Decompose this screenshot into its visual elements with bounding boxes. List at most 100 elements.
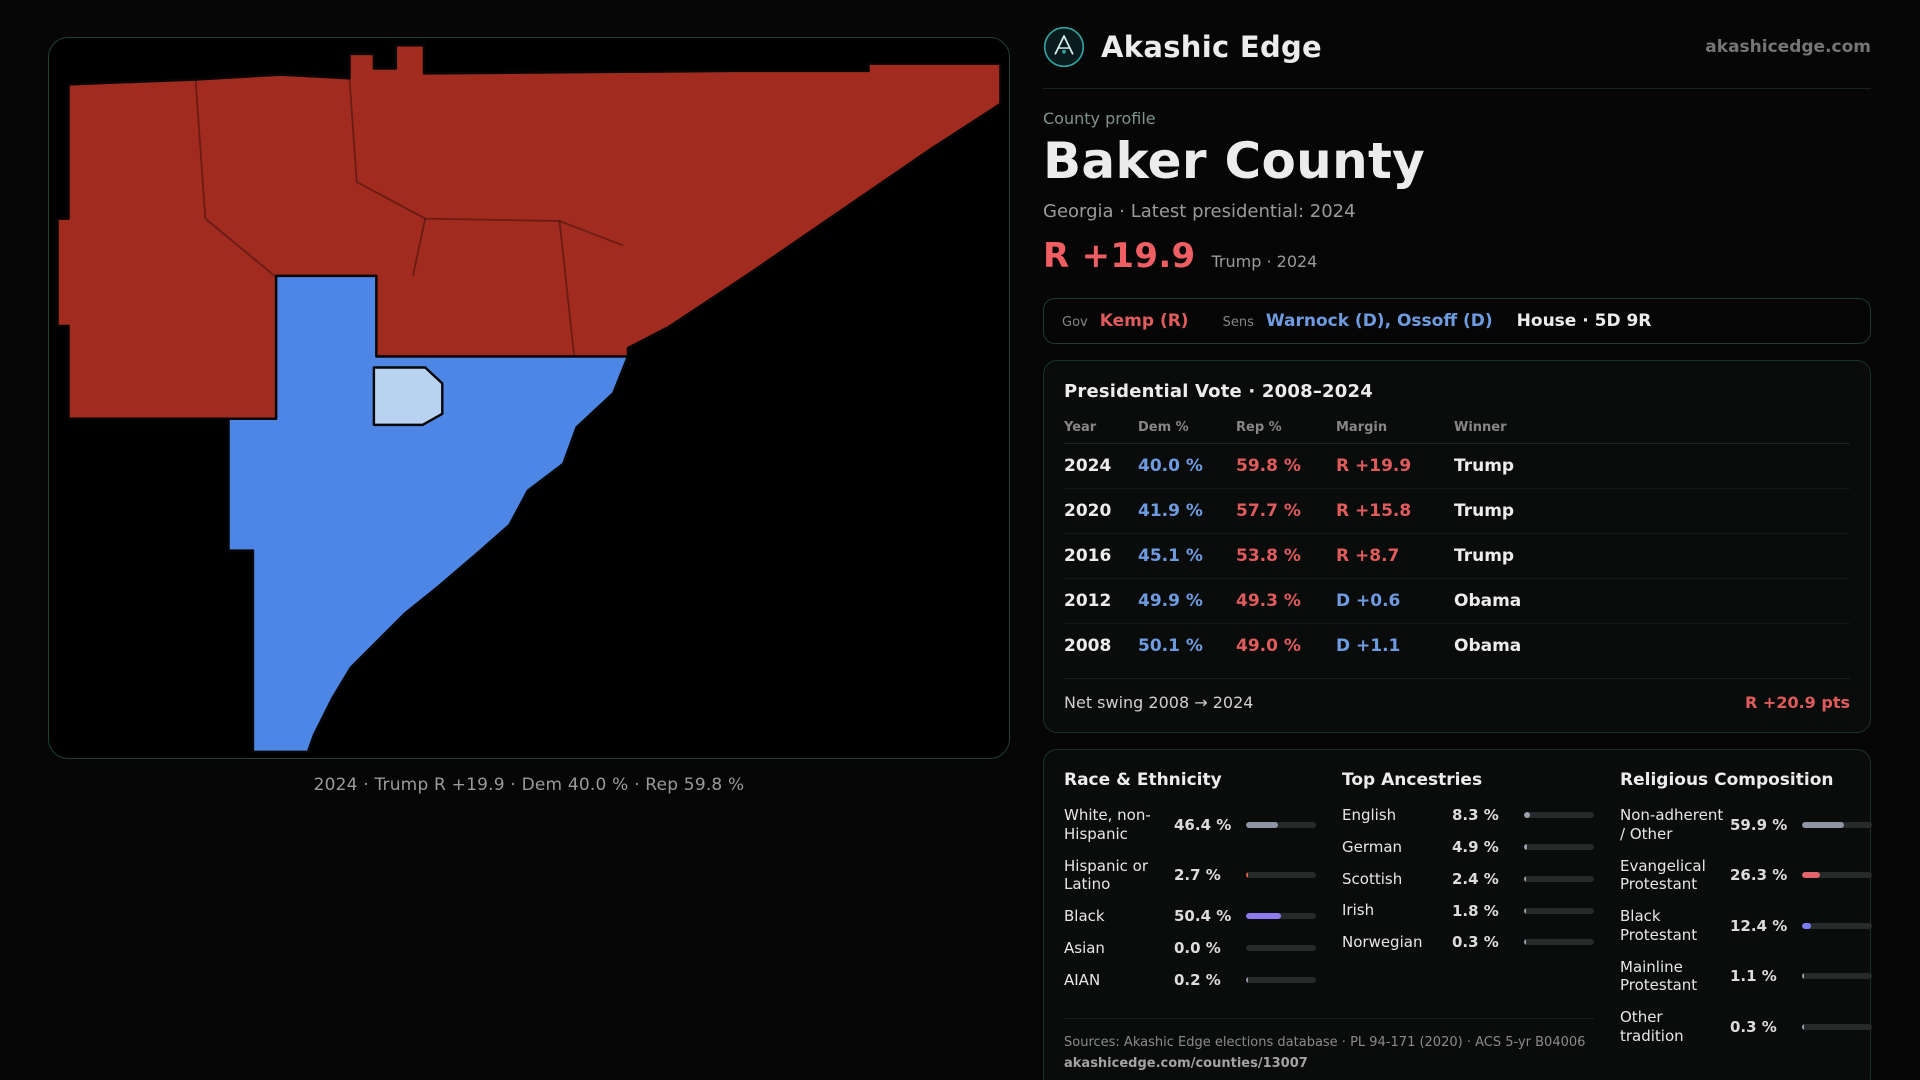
col-rep: Rep % [1236,420,1282,435]
demo-bar-fill [1524,907,1526,914]
demo-row: AIAN 0.2 % [1064,971,1316,990]
winner-cell: Trump [1454,456,1515,476]
site-domain: akashicedge.com [1705,37,1871,57]
demo-row: Evangelical Protestant 26.3 % [1620,857,1872,895]
county-title: Baker County [1043,132,1426,190]
demo-label: White, non-Hispanic [1064,806,1151,843]
demo-value: 59.9 % [1730,815,1788,834]
dem-cell: 45.1 % [1138,546,1203,566]
col-year: Year [1064,420,1097,435]
demo-value: 2.4 % [1452,869,1499,888]
demo-row: Mainline Protestant 1.1 % [1620,958,1872,996]
year-cell: 2024 [1064,456,1112,476]
demo-bar-track [1524,844,1594,851]
rep-cell: 53.8 % [1236,546,1301,566]
demo-label: AIAN [1064,970,1101,989]
religion-section: Religious Composition Non-adherent / Oth… [1620,770,1872,1071]
demo-label: Non-adherent / Other [1620,806,1724,843]
map-caption: 2024 · Trump R +19.9 · Dem 40.0 % · Rep … [313,775,745,795]
demo-row: Other tradition 0.3 % [1620,1008,1872,1046]
demo-row: English 8.3 % [1342,806,1594,825]
demo-row: Norwegian 0.3 % [1342,933,1594,952]
demo-bar-track [1802,1023,1872,1030]
officials-bar: Gov Kemp (R) Sens Warnock (D), Ossoff (D… [1043,298,1871,344]
demo-bar-fill [1802,872,1821,879]
demo-bar-fill [1246,976,1248,983]
county-map [56,44,1002,754]
demo-bar-fill [1524,844,1528,851]
table-row: 2016 45.1 % 53.8 % R +8.7 Trump [1064,534,1850,579]
demo-row: Asian 0.0 % [1064,939,1316,958]
sources-line: Sources: Akashic Edge elections database… [1064,1035,1586,1051]
demo-bar-fill [1802,1023,1804,1030]
religion-title: Religious Composition [1620,770,1834,790]
year-cell: 2016 [1064,546,1112,566]
demo-row: Hispanic or Latino 2.7 % [1064,857,1316,895]
demo-bar-track [1246,872,1316,879]
col-winner: Winner [1454,420,1507,435]
demo-value: 0.2 % [1174,970,1221,989]
net-swing-label: Net swing 2008 → 2024 [1064,693,1254,712]
dem-cell: 41.9 % [1138,501,1203,521]
ancestries-title: Top Ancestries [1342,770,1483,790]
winner-cell: Trump [1454,546,1515,566]
brand-name[interactable]: Akashic Edge [1101,30,1323,64]
rep-cell: 49.0 % [1236,636,1301,656]
precinct-republican [56,44,1002,420]
demo-label: Other tradition [1620,1008,1684,1045]
headline-note: Trump · 2024 [1211,252,1318,271]
race-title: Race & Ethnicity [1064,770,1222,790]
headline-margin: R +19.9 [1043,236,1196,276]
rep-cell: 49.3 % [1236,591,1301,611]
demo-label: Black Protestant [1620,907,1698,944]
demo-bar-fill [1802,973,1804,980]
akashic-logo-icon[interactable] [1043,26,1085,68]
demo-label: German [1342,837,1403,856]
table-row: 2012 49.9 % 49.3 % D +0.6 Obama [1064,579,1850,624]
gov-label: Gov [1062,315,1088,330]
demo-label: Scottish [1342,869,1403,888]
margin-cell: D +0.6 [1336,591,1401,611]
margin-cell: D +1.1 [1336,636,1401,656]
dem-cell: 49.9 % [1138,591,1203,611]
map-section: 2024 · Trump R +19.9 · Dem 40.0 % · Rep … [48,37,1010,795]
house-value: House · 5D 9R [1516,311,1652,331]
demo-value: 1.8 % [1452,901,1499,920]
demo-value: 1.1 % [1730,967,1777,986]
demo-value: 50.4 % [1174,907,1232,926]
demo-row: Non-adherent / Other 59.9 % [1620,806,1872,844]
headline-margin-row: R +19.9 Trump · 2024 [1043,236,1871,276]
demo-label: Norwegian [1342,933,1423,951]
demo-row: White, non-Hispanic 46.4 % [1064,806,1316,844]
precinct-boundaries [194,78,624,357]
demographics-card: Race & Ethnicity White, non-Hispanic 46.… [1043,749,1872,1080]
precinct-democrat [227,274,630,754]
table-row: 2024 40.0 % 59.8 % R +19.9 Trump [1064,444,1850,489]
county-profile-panel: Akashic Edge akashicedge.com County prof… [1043,0,1872,1080]
dem-cell: 40.0 % [1138,456,1203,476]
winner-cell: Obama [1454,591,1522,611]
margin-cell: R +15.8 [1336,501,1412,521]
demo-label: Irish [1342,901,1375,920]
demo-label: Asian [1064,938,1105,957]
site-header: Akashic Edge akashicedge.com [1043,0,1871,89]
demo-bar-fill [1524,939,1526,946]
winner-cell: Obama [1454,636,1522,656]
demo-bar-track [1802,872,1872,879]
demo-bar-track [1802,922,1872,929]
demo-bar-fill [1802,821,1844,828]
col-margin: Margin [1336,420,1388,435]
demo-value: 4.9 % [1452,838,1499,857]
sens-value: Warnock (D), Ossoff (D) [1265,311,1493,331]
demo-label: Evangelical Protestant [1620,856,1706,894]
demo-value: 12.4 % [1730,916,1788,935]
rep-cell: 57.7 % [1236,501,1301,521]
demo-bar-track [1524,812,1594,819]
demo-value: 0.3 % [1730,1017,1777,1036]
demo-bar-track [1246,913,1316,920]
year-cell: 2020 [1064,501,1112,521]
race-section: Race & Ethnicity White, non-Hispanic 46.… [1064,770,1316,1002]
demo-label: Mainline Protestant [1620,957,1698,995]
col-dem: Dem % [1138,420,1189,435]
county-subtitle: Georgia · Latest presidential: 2024 [1043,201,1356,222]
